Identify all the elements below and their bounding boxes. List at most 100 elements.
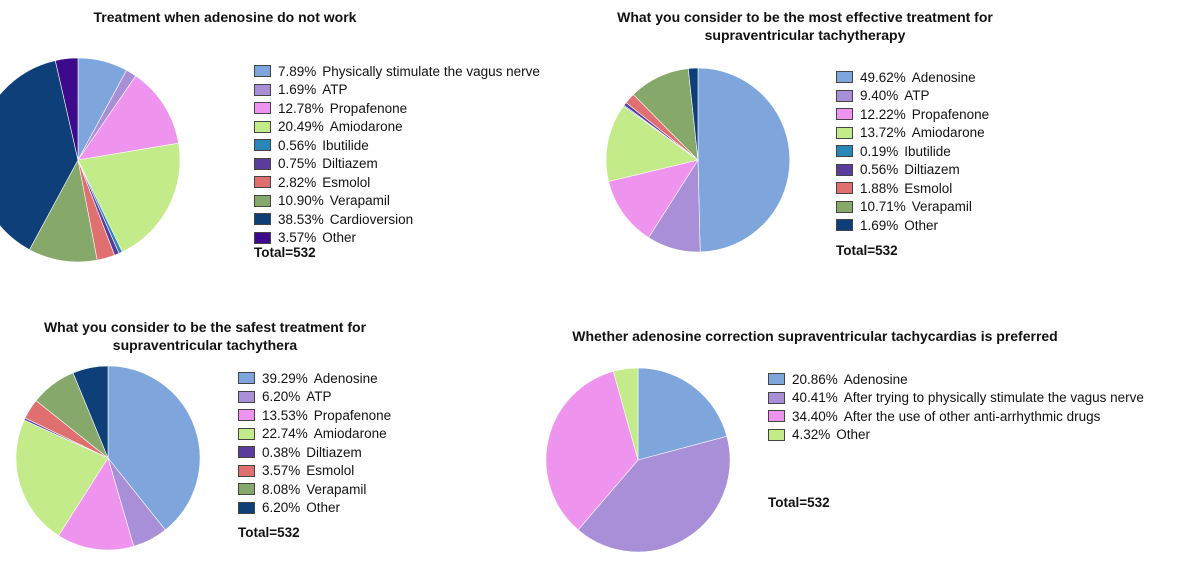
legend-label: Amiodarone (329, 119, 403, 135)
pie-slice-ibutilide (623, 104, 699, 161)
legend-swatch (254, 176, 271, 189)
legend-percent: 10.90% (278, 193, 324, 209)
legend-label: Propafenone (329, 100, 408, 116)
legend-label: Verapamil (911, 199, 972, 215)
total-label: Total=532 (238, 525, 300, 540)
legend-percent: 0.75% (278, 156, 317, 172)
pie-slice-atp (648, 159, 701, 253)
legend-label: Verapamil (329, 193, 390, 209)
legend-item: 40.41% After trying to physically stimula… (768, 389, 1144, 408)
legend-item: 7.89% Physically stimulate the vagus nerv… (254, 62, 540, 81)
legend-percent: 6.20% (262, 500, 301, 516)
legend-item: 12.78% Propafenone (254, 99, 540, 118)
pie-slice-propafenone (58, 457, 135, 551)
legend-item: 39.29% Adenosine (238, 369, 391, 388)
total-label: Total=532 (254, 245, 316, 260)
legend-percent: 13.72% (860, 125, 906, 141)
legend-swatch (768, 373, 785, 386)
legend-label: Other (322, 230, 357, 246)
pie-slice-esmolol (625, 94, 699, 161)
legend-item: 22.74% Amiodarone (238, 425, 391, 444)
legend-swatch (238, 427, 255, 440)
legend-label: Physically stimulate the vagus nerve (322, 63, 540, 79)
legend-label: ATP (306, 389, 332, 405)
legend-swatch (836, 71, 853, 84)
legend-label: Diltiazem (306, 444, 362, 460)
legend-swatch (254, 65, 271, 78)
legend-percent: 38.53% (278, 211, 324, 227)
legend-swatch (238, 501, 255, 514)
legend-swatch (238, 464, 255, 477)
legend-label: Cardioversion (329, 211, 414, 227)
legend-percent: 9.40% (860, 88, 899, 104)
pie-slice-ibutilide (77, 159, 123, 254)
chart-title: Treatment when adenosine do not work (93, 9, 357, 25)
pie-slice-adenosine (637, 367, 728, 461)
pie-slice-diltiazem (77, 159, 120, 256)
legend-label: Esmolol (904, 180, 953, 196)
legend-swatch (836, 163, 853, 176)
legend: 39.29% Adenosine 6.20% ATP 13.53% Propafenone… (238, 369, 391, 517)
legend-item: 1.69% ATP (254, 81, 540, 100)
pie-slice-diltiazem (623, 102, 699, 161)
legend-item: 20.86% Adenosine (768, 370, 1144, 389)
pie-slice-propafenone (608, 159, 699, 239)
legend-item: 6.20% Other (238, 499, 391, 518)
legend-swatch (836, 89, 853, 102)
legend-swatch (768, 391, 785, 404)
legend-item: 9.40% ATP (836, 87, 989, 106)
chart-title: What you consider to be the safest treat… (43, 319, 367, 353)
pie-slice-adenosine (697, 67, 791, 253)
legend-swatch (836, 200, 853, 213)
legend-percent: 0.19% (860, 143, 899, 159)
legend-swatch (254, 194, 271, 207)
legend-item: 38.53% Cardioversion (254, 210, 540, 229)
legend-percent: 10.71% (860, 199, 906, 215)
legend-percent: 3.57% (278, 230, 317, 246)
pie-slice-verapamil (29, 159, 98, 263)
legend-item: 0.38% Diltiazem (238, 443, 391, 462)
pie-slice-esmolol (77, 159, 115, 261)
legend-item: 2.82% Esmolol (254, 173, 540, 192)
legend-item: 13.53% Propafenone (238, 406, 391, 425)
legend-label: Other (306, 500, 341, 516)
legend-percent: 22.74% (262, 426, 308, 442)
legend-item: 49.62% Adenosine (836, 68, 989, 87)
legend-item: 0.19% Ibutilide (836, 142, 989, 161)
legend: 49.62% Adenosine 9.40% ATP 12.22% Propafenone… (836, 68, 989, 235)
legend-item: 13.72% Amiodarone (836, 124, 989, 143)
legend-item: 12.22% Propafenone (836, 105, 989, 124)
legend-label: Esmolol (306, 463, 355, 479)
pie-slice-verapamil (35, 372, 109, 459)
legend-item: 4.32% Other (768, 426, 1144, 445)
legend-swatch (238, 390, 255, 403)
pie-slice-esmolol (24, 400, 109, 459)
legend-percent: 20.86% (792, 371, 838, 387)
legend-item: 20.49% Amiodarone (254, 118, 540, 137)
legend-swatch (836, 219, 853, 232)
legend-swatch (254, 139, 271, 152)
pie-slice-propafenone (77, 75, 179, 161)
pie-slice-other (54, 57, 79, 161)
legend-swatch (254, 102, 271, 115)
pie-svg (605, 67, 791, 253)
legend-item: 1.69% Other (836, 216, 989, 235)
legend-percent: 49.62% (860, 69, 906, 85)
legend-label: After the use of other anti-arrhythmic d… (843, 408, 1101, 424)
pie-slice-amiodarone (605, 105, 699, 182)
legend-swatch (768, 428, 785, 441)
legend-percent: 34.40% (792, 408, 838, 424)
legend-label: After trying to physically stimulate the… (843, 390, 1144, 406)
legend-percent: 12.78% (278, 100, 324, 116)
legend-percent: 0.56% (278, 137, 317, 153)
legend-percent: 20.49% (278, 119, 324, 135)
legend-item: 34.40% After the use of other anti-arrhyt… (768, 407, 1144, 426)
legend-percent: 3.57% (262, 463, 301, 479)
legend: 7.89% Physically stimulate the vagus nerv… (254, 62, 540, 247)
legend-swatch (836, 126, 853, 139)
chart-title: What you consider to be the most effecti… (617, 9, 993, 43)
legend-percent: 2.82% (278, 174, 317, 190)
legend-label: Other (904, 217, 939, 233)
legend-label: Adenosine (911, 69, 976, 85)
pie-slice-amiodarone (15, 419, 109, 537)
